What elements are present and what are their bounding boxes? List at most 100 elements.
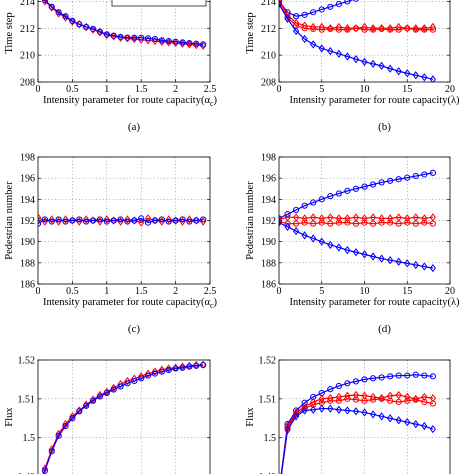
data-point xyxy=(404,397,411,404)
data-point xyxy=(318,44,325,53)
data-point xyxy=(151,367,159,376)
data-point xyxy=(395,416,402,425)
data-point xyxy=(144,372,152,379)
data-point xyxy=(293,206,300,214)
data-point xyxy=(327,46,334,56)
chart-panel-c: 0 0.5 1 1.5 2 2.5 186 188 190 192 194 196 198 Pedestr… xyxy=(4,153,218,336)
data-point xyxy=(387,214,394,223)
data-point xyxy=(369,220,377,227)
data-point xyxy=(327,25,334,33)
data-point xyxy=(387,414,394,423)
y-tick-label: 196 xyxy=(20,174,35,185)
series-group xyxy=(38,213,207,227)
x-tick-label: 2.5 xyxy=(204,286,217,297)
panel-label: (d) xyxy=(378,323,391,335)
series-line xyxy=(279,172,434,219)
data-point xyxy=(352,185,360,192)
x-tick-label: 0 xyxy=(277,84,282,95)
data-point xyxy=(344,406,351,415)
data-point xyxy=(395,257,402,266)
data-point xyxy=(193,40,200,47)
data-point xyxy=(352,407,360,416)
x-tick-label: 5 xyxy=(319,286,324,297)
data-point xyxy=(327,220,334,227)
data-point xyxy=(421,214,428,223)
y-axis-label: Time step xyxy=(245,12,256,53)
data-point xyxy=(103,215,110,224)
data-point xyxy=(165,367,172,374)
data-point xyxy=(395,67,402,76)
data-point xyxy=(310,199,317,206)
data-point xyxy=(200,217,207,226)
data-point xyxy=(158,37,165,44)
data-point xyxy=(310,405,317,414)
data-point xyxy=(301,231,308,240)
data-point xyxy=(404,174,411,181)
data-point xyxy=(179,364,186,371)
data-point xyxy=(404,24,411,33)
data-point xyxy=(395,390,402,400)
data-point xyxy=(310,220,317,227)
data-point xyxy=(412,396,419,403)
data-point xyxy=(378,254,385,263)
data-point xyxy=(421,372,428,379)
y-tick-label: 198 xyxy=(261,153,276,164)
data-point xyxy=(151,35,159,43)
data-point xyxy=(117,216,124,223)
data-point xyxy=(429,169,436,176)
y-tick-label: 214 xyxy=(261,0,276,8)
data-point xyxy=(110,216,117,225)
series-group xyxy=(279,0,436,82)
data-point xyxy=(327,397,334,404)
data-point xyxy=(62,13,69,22)
data-point xyxy=(158,368,165,375)
data-point xyxy=(395,398,402,406)
data-point xyxy=(41,0,48,6)
data-point xyxy=(41,467,48,474)
data-point xyxy=(131,377,138,385)
data-point xyxy=(361,26,368,33)
data-point xyxy=(387,64,394,73)
data-point xyxy=(327,3,334,10)
x-tick-label: 0 xyxy=(277,286,282,297)
data-point xyxy=(404,219,411,226)
data-point xyxy=(69,415,76,422)
y-axis-label: Flux xyxy=(4,407,15,427)
y-tick-label: 188 xyxy=(261,258,276,269)
data-point xyxy=(361,250,368,259)
data-point xyxy=(310,22,317,32)
data-point xyxy=(124,34,131,41)
data-point xyxy=(96,393,104,400)
data-point xyxy=(361,391,368,400)
data-point xyxy=(172,38,179,45)
data-point xyxy=(55,9,62,18)
data-point xyxy=(110,386,117,393)
x-tick-label: 2 xyxy=(173,84,178,95)
x-tick-label: 0.5 xyxy=(66,84,79,95)
data-point xyxy=(310,40,317,49)
data-point xyxy=(124,380,131,387)
data-point xyxy=(352,24,360,33)
data-point xyxy=(378,374,385,381)
data-point xyxy=(361,376,368,383)
data-point xyxy=(361,57,368,66)
data-point xyxy=(369,375,377,382)
y-tick-label: 190 xyxy=(261,237,276,248)
data-point xyxy=(158,216,165,223)
data-point xyxy=(352,248,360,257)
data-point xyxy=(310,393,317,401)
data-point xyxy=(327,240,334,249)
data-point xyxy=(369,59,377,69)
data-point xyxy=(138,35,145,44)
data-point xyxy=(172,365,179,372)
x-tick-label: 0.5 xyxy=(66,286,79,297)
x-axis-label-close: ) xyxy=(214,95,218,106)
data-point xyxy=(144,369,152,378)
data-point xyxy=(335,22,342,32)
data-point xyxy=(200,41,207,48)
data-point xyxy=(69,17,76,24)
x-axis-label-close: ) xyxy=(214,297,218,308)
data-point xyxy=(327,404,334,413)
data-point xyxy=(186,39,193,47)
data-point xyxy=(310,234,317,243)
